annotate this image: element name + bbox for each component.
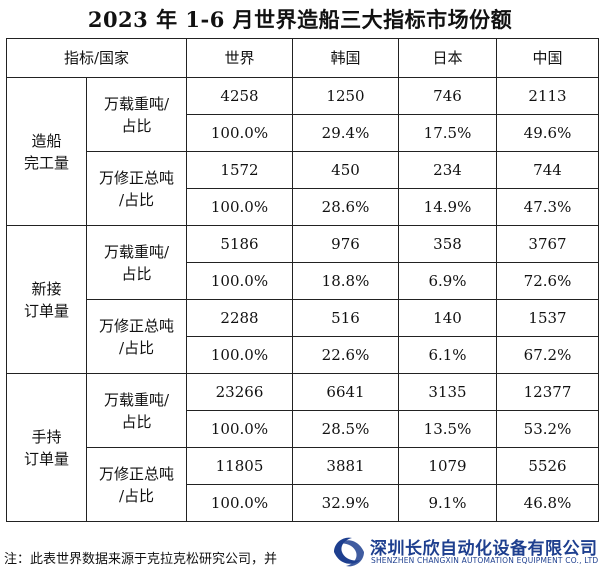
- value-cell: 3767: [496, 225, 599, 263]
- value-cell: 976: [292, 225, 399, 263]
- indicator-unit: 万修正总吨/占比: [86, 447, 187, 522]
- value-cell: 746: [398, 77, 497, 115]
- column-header: 韩国: [292, 38, 399, 78]
- value-cell: 6641: [292, 373, 399, 411]
- share-cell: 53.2%: [496, 410, 599, 448]
- value-cell: 5186: [186, 225, 293, 263]
- share-cell: 32.9%: [292, 484, 399, 522]
- value-cell: 11805: [186, 447, 293, 485]
- value-cell: 3881: [292, 447, 399, 485]
- table-row: 100.0% 32.9% 9.1% 46.8%: [7, 484, 599, 522]
- page-title: 2023 年 1-6 月世界造船三大指标市场份额: [87, 7, 513, 32]
- share-cell: 100.0%: [186, 262, 293, 300]
- value-cell: 744: [496, 151, 599, 189]
- company-name-en: SHENZHEN CHANGXIN AUTOMATION EQUIPMENT C…: [371, 556, 599, 565]
- market-share-table: 指标/国家 世界 韩国 日本 中国 造船 完工量 万载重吨/占比 4258 1250 74…: [6, 38, 599, 522]
- share-cell: 18.8%: [292, 262, 399, 300]
- share-cell: 22.6%: [292, 336, 399, 374]
- table-row: 100.0% 22.6% 6.1% 67.2%: [7, 336, 599, 374]
- table-row: 手持 订单量 万载重吨/占比 23266 6641 3135 12377: [6, 373, 599, 522]
- indicator-unit: 万载重吨/占比: [86, 77, 187, 152]
- table-header-row: 指标/国家 世界 韩国 日本 中国: [6, 38, 599, 78]
- value-cell: 1250: [292, 77, 399, 115]
- indicator-unit: 万修正总吨/占比: [86, 299, 187, 374]
- share-cell: 100.0%: [186, 484, 293, 522]
- value-cell: 3135: [398, 373, 497, 411]
- value-cell: 5526: [496, 447, 599, 485]
- value-cell: 358: [398, 225, 497, 263]
- share-cell: 47.3%: [496, 188, 599, 226]
- share-cell: 28.6%: [292, 188, 399, 226]
- share-cell: 46.8%: [496, 484, 599, 522]
- share-cell: 13.5%: [398, 410, 497, 448]
- share-cell: 100.0%: [186, 188, 293, 226]
- share-cell: 49.6%: [496, 114, 599, 152]
- indicator-unit: 万修正总吨/占比: [86, 151, 187, 226]
- table-row: 100.0% 28.5% 13.5% 53.2%: [7, 410, 599, 448]
- value-cell: 1537: [496, 299, 599, 337]
- value-cell: 2288: [186, 299, 293, 337]
- share-cell: 72.6%: [496, 262, 599, 300]
- table-row: 新接 订单量 万载重吨/占比 5186 976 358 3767: [6, 225, 599, 374]
- table-row: 万修正总吨/占比 2288 516 140 1537: [7, 299, 599, 374]
- share-cell: 17.5%: [398, 114, 497, 152]
- table-row: 万修正总吨/占比 11805 3881 1079 5526: [7, 447, 599, 522]
- footnote: 注：此表世界数据来源于克拉克松研究公司，并: [4, 552, 278, 567]
- share-cell: 28.5%: [292, 410, 399, 448]
- corner-header: 指标/国家: [6, 38, 187, 78]
- share-cell: 67.2%: [496, 336, 599, 374]
- share-cell: 9.1%: [398, 484, 497, 522]
- table-row: 造船 完工量 万载重吨/占比 4258 1250 746 2113: [6, 77, 599, 226]
- column-header: 中国: [496, 38, 599, 78]
- share-cell: 14.9%: [398, 188, 497, 226]
- value-cell: 1079: [398, 447, 497, 485]
- column-header: 日本: [398, 38, 497, 78]
- company-watermark: 深圳长欣自动化设备有限公司 SHENZHEN CHANGXIN AUTOMATI…: [330, 532, 598, 572]
- value-cell: 140: [398, 299, 497, 337]
- indicator-category: 手持 订单量: [6, 373, 87, 522]
- share-cell: 100.0%: [186, 410, 293, 448]
- share-cell: 6.9%: [398, 262, 497, 300]
- indicator-unit: 万载重吨/占比: [86, 225, 187, 300]
- indicator-category: 新接 订单量: [6, 225, 87, 374]
- share-cell: 100.0%: [186, 114, 293, 152]
- share-cell: 100.0%: [186, 336, 293, 374]
- value-cell: 12377: [496, 373, 599, 411]
- table-row: 100.0% 18.8% 6.9% 72.6%: [7, 262, 599, 300]
- value-cell: 23266: [186, 373, 293, 411]
- value-cell: 516: [292, 299, 399, 337]
- column-header: 世界: [186, 38, 293, 78]
- value-cell: 4258: [186, 77, 293, 115]
- share-cell: 6.1%: [398, 336, 497, 374]
- table-row: 100.0% 29.4% 17.5% 49.6%: [7, 114, 599, 152]
- table-row: 万修正总吨/占比 1572 450 234 744: [7, 151, 599, 226]
- value-cell: 2113: [496, 77, 599, 115]
- value-cell: 450: [292, 151, 399, 189]
- indicator-category: 造船 完工量: [6, 77, 87, 226]
- indicator-unit: 万载重吨/占比: [86, 373, 187, 448]
- share-cell: 29.4%: [292, 114, 399, 152]
- company-name-cn: 深圳长欣自动化设备有限公司: [370, 539, 598, 559]
- company-logo-icon: [334, 537, 364, 567]
- value-cell: 1572: [186, 151, 293, 189]
- table-row: 100.0% 28.6% 14.9% 47.3%: [7, 188, 599, 226]
- value-cell: 234: [398, 151, 497, 189]
